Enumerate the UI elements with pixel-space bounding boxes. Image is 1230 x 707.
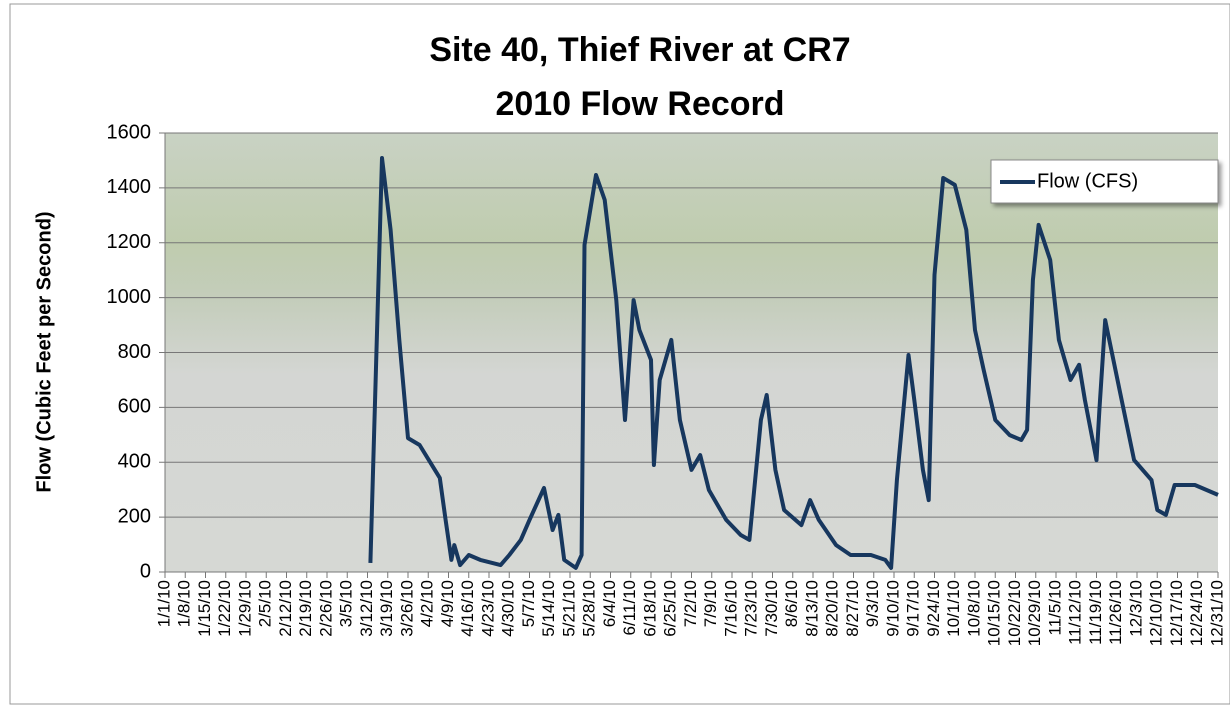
x-tick-label: 1/15/10 <box>195 580 214 637</box>
x-tick-label: 8/6/10 <box>782 580 801 627</box>
x-tick-label: 7/30/10 <box>762 580 781 637</box>
x-tick-label: 5/28/10 <box>580 580 599 637</box>
legend-label: Flow (CFS) <box>1037 170 1138 192</box>
x-tick-label: 5/14/10 <box>539 580 558 637</box>
y-tick-label: 1200 <box>107 231 152 253</box>
x-tick-label: 3/19/10 <box>377 580 396 637</box>
y-tick-label: 1600 <box>107 121 152 143</box>
x-tick-label: 2/12/10 <box>276 580 295 637</box>
chart-subtitle: 2010 Flow Record <box>495 85 784 123</box>
x-tick-label: 2/26/10 <box>316 580 335 637</box>
x-tick-label: 11/12/10 <box>1066 580 1085 645</box>
x-tick-label: 11/26/10 <box>1106 580 1125 645</box>
x-tick-label: 9/17/10 <box>904 580 923 637</box>
x-tick-label: 9/3/10 <box>863 580 882 627</box>
x-tick-label: 2/5/10 <box>256 580 275 627</box>
x-tick-label: 7/16/10 <box>721 580 740 637</box>
y-tick-label: 0 <box>140 560 151 582</box>
x-tick-label: 1/1/10 <box>154 580 173 627</box>
x-tick-label: 10/15/10 <box>985 580 1004 646</box>
grid: 0 200 400 600 800 1000 1200 1400 1600 1/1/10 1/8/1… <box>107 121 1227 646</box>
x-tick-label: 6/25/10 <box>661 580 680 637</box>
y-tick-label: 1000 <box>107 286 152 308</box>
x-tick-label: 12/24/10 <box>1187 580 1206 646</box>
y-tick-label: 400 <box>118 451 151 473</box>
x-tick-label: 11/5/10 <box>1045 580 1064 635</box>
x-tick-label: 2/19/10 <box>296 580 315 637</box>
y-tick-label: 200 <box>118 505 151 527</box>
y-tick-label: 600 <box>118 396 151 418</box>
x-tick-label: 7/23/10 <box>742 580 761 637</box>
x-tick-label: 6/11/10 <box>620 580 639 635</box>
x-tick-label: 10/22/10 <box>1005 580 1024 646</box>
x-tick-label: 5/21/10 <box>559 580 578 637</box>
x-tick-label: 1/8/10 <box>175 580 194 627</box>
x-tick-label: 10/29/10 <box>1025 580 1044 646</box>
x-tick-label: 12/17/10 <box>1167 580 1186 646</box>
x-tick-label: 10/1/10 <box>944 580 963 637</box>
x-tick-label: 4/23/10 <box>478 580 497 637</box>
x-tick-label: 6/18/10 <box>640 580 659 637</box>
flow-line <box>368 156 1219 570</box>
y-tick-label: 800 <box>118 341 151 363</box>
x-tick-label: 4/9/10 <box>438 580 457 627</box>
x-tick-label: 7/9/10 <box>701 580 720 627</box>
x-tick-label: 12/3/10 <box>1126 580 1145 637</box>
chart-title: Site 40, Thief River at CR7 <box>429 31 850 69</box>
x-tick-label: 7/2/10 <box>681 580 700 627</box>
x-tick-label: 1/29/10 <box>235 580 254 637</box>
legend: Flow (CFS) <box>990 159 1219 204</box>
y-axis-label: Flow (Cubic Feet per Second) <box>33 211 55 492</box>
marks <box>368 156 1219 570</box>
x-tick-label: 4/16/10 <box>458 580 477 637</box>
y-tick-label: 1400 <box>107 176 152 198</box>
x-tick-label: 3/12/10 <box>357 580 376 637</box>
x-tick-label: 3/26/10 <box>397 580 416 637</box>
x-tick-label: 8/20/10 <box>823 580 842 637</box>
x-tick-label: 11/19/10 <box>1086 580 1105 645</box>
x-tick-label: 12/10/10 <box>1147 580 1166 646</box>
x-tick-label: 8/13/10 <box>802 580 821 637</box>
x-tick-label: 1/22/10 <box>215 580 234 637</box>
x-tick-label: 5/7/10 <box>519 580 538 627</box>
x-tick-label: 3/5/10 <box>337 580 356 627</box>
x-tick-label: 12/31/10 <box>1207 580 1226 646</box>
x-tick-label: 9/10/10 <box>883 580 902 637</box>
x-tick-label: 8/27/10 <box>843 580 862 637</box>
x-tick-label: 4/30/10 <box>499 580 518 637</box>
x-tick-label: 6/4/10 <box>600 580 619 627</box>
x-tick-label: 4/2/10 <box>418 580 437 627</box>
x-tick-label: 9/24/10 <box>924 580 943 637</box>
x-tick-label: 10/8/10 <box>964 580 983 637</box>
